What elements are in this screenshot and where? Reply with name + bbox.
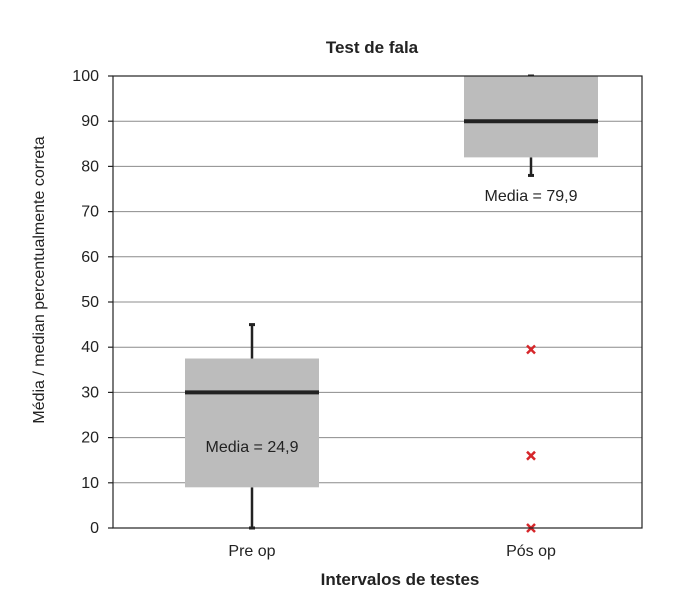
axes xyxy=(108,75,643,529)
y-tick-label: 20 xyxy=(81,430,99,447)
x-axis-label: Intervalos de testes xyxy=(321,570,480,589)
y-tick-label: 60 xyxy=(81,249,99,266)
box-pos-op xyxy=(464,74,598,533)
box-pre-op xyxy=(185,323,319,530)
x-tick-label: Pós op xyxy=(506,543,556,560)
y-tick-label: 30 xyxy=(81,384,99,401)
y-tick-label: 100 xyxy=(72,68,99,85)
outlier-stroke xyxy=(526,450,536,461)
y-tick-label: 80 xyxy=(81,158,99,175)
chart-title: Test de fala xyxy=(326,38,419,57)
x-tick-label: Pre op xyxy=(228,543,275,560)
iqr-box xyxy=(185,358,319,488)
y-tick-label: 90 xyxy=(81,113,99,130)
y-axis-label: Média / median percentualmente correta xyxy=(31,136,48,423)
mean-annotation-pre-op: Media = 24,9 xyxy=(206,439,299,456)
boxes xyxy=(185,74,598,533)
outlier-stroke xyxy=(526,344,536,355)
y-tick-label: 40 xyxy=(81,339,99,356)
mean-annotation-pos-op: Media = 79,9 xyxy=(485,188,578,205)
iqr-box xyxy=(464,76,598,158)
y-tick-label: 10 xyxy=(81,475,99,492)
outlier-marker xyxy=(526,450,536,461)
y-tick-label: 50 xyxy=(81,294,99,311)
plot-frame xyxy=(112,75,643,529)
tick-labels: 0 10 20 30 40 50 60 70 80 90 100 Pre op Pós op Media … xyxy=(72,68,577,560)
y-tick-label: 70 xyxy=(81,204,99,221)
y-tick-label: 0 xyxy=(90,520,99,537)
outlier-marker xyxy=(526,344,536,355)
